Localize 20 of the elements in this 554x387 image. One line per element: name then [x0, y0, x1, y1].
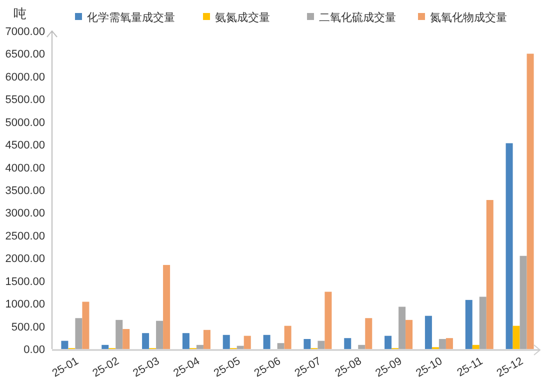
y-tick-label: 500.00: [11, 321, 45, 334]
y-tick-label: 1500.00: [5, 276, 45, 288]
y-tick-label: 2000.00: [5, 253, 45, 266]
y-tick-label: 5000.00: [5, 116, 45, 129]
legend-label: 二氧化硫成交量: [319, 11, 396, 24]
y-tick-label: 2500.00: [5, 230, 45, 242]
y-tick-label: 3500.00: [5, 185, 45, 197]
y-axis-title: 吨: [14, 6, 26, 21]
legend-label: 化学需氧量成交量: [87, 11, 175, 24]
y-tick-label: 6000.00: [5, 71, 45, 84]
y-tick-label: 5500.00: [5, 94, 45, 106]
y-tick-label: 4000.00: [5, 162, 45, 174]
legend-label: 氮氧化物成交量: [430, 11, 507, 24]
y-tick-label: 1000.00: [5, 298, 45, 311]
y-tick-label: 3000.00: [5, 208, 45, 220]
legend-label: 氨氮成交量: [215, 11, 270, 24]
y-tick-label: 0.00: [24, 344, 45, 356]
y-tick-label: 7000.00: [5, 26, 45, 38]
y-tick-label: 4500.00: [5, 140, 45, 152]
y-tick-label: 6500.00: [5, 48, 45, 61]
